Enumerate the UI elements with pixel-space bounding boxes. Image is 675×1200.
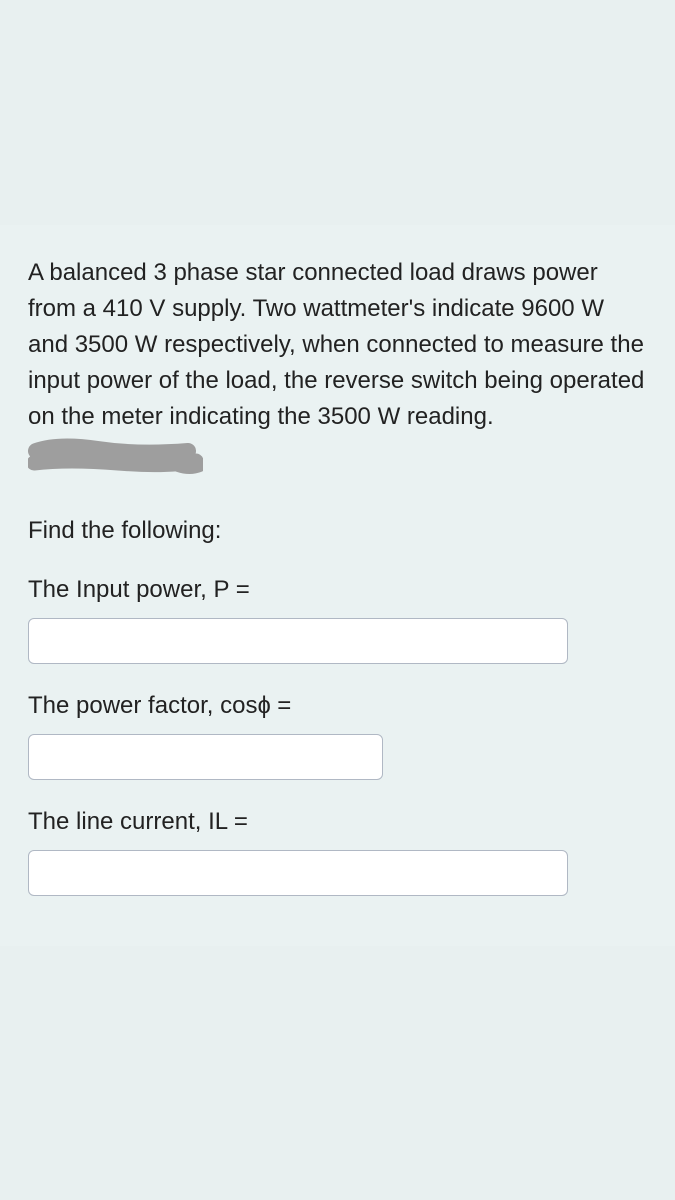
problem-statement: A balanced 3 phase star connected load d… — [28, 255, 647, 484]
input-power-label: The Input power, P = — [28, 576, 647, 604]
field-line-current: The line current, IL = — [28, 808, 647, 896]
find-heading: Find the following: — [28, 514, 647, 548]
line-current-label: The line current, IL = — [28, 808, 647, 836]
power-factor-label: The power factor, cosɸ = — [28, 692, 647, 720]
question-card: A balanced 3 phase star connected load d… — [0, 225, 675, 946]
field-power-factor: The power factor, cosɸ = — [28, 692, 647, 780]
redaction-mark — [28, 437, 203, 486]
field-input-power: The Input power, P = — [28, 576, 647, 664]
input-power-field[interactable] — [28, 618, 568, 664]
power-factor-field[interactable] — [28, 734, 383, 780]
line-current-field[interactable] — [28, 850, 568, 896]
problem-text-body: A balanced 3 phase star connected load d… — [28, 259, 644, 430]
